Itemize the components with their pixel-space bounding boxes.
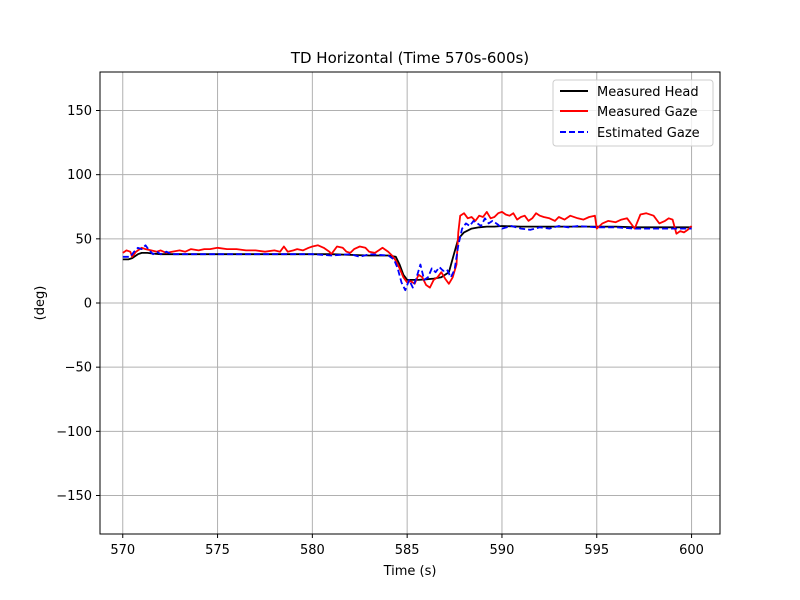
series-layer bbox=[122, 210, 693, 292]
x-tick-label: 580 bbox=[300, 543, 325, 558]
legend-label-estimated-gaze: Estimated Gaze bbox=[597, 126, 700, 141]
x-tick-label: 600 bbox=[679, 543, 704, 558]
series-line-measured-gaze bbox=[122, 210, 693, 289]
y-tick-label: −100 bbox=[56, 425, 92, 440]
grid bbox=[100, 72, 720, 534]
x-tick-label: 570 bbox=[110, 543, 135, 558]
x-tick-label: 575 bbox=[205, 543, 230, 558]
y-tick-label: 0 bbox=[84, 297, 92, 312]
y-tick-label: 150 bbox=[67, 104, 92, 119]
chart-title: TD Horizontal (Time 570s-600s) bbox=[290, 49, 529, 67]
y-tick-label: −50 bbox=[65, 361, 92, 376]
x-tick-label: 585 bbox=[395, 543, 420, 558]
y-tick-label: 50 bbox=[75, 232, 92, 247]
ticks: 570 575 580 585 590 595 600 −150 −100 −50 0 50 100 15… bbox=[56, 104, 704, 558]
legend-box bbox=[552, 79, 714, 147]
y-tick-label: −150 bbox=[56, 489, 92, 504]
x-axis-label: Time (s) bbox=[383, 564, 437, 579]
legend-label-measured-gaze: Measured Gaze bbox=[597, 105, 698, 120]
legend-label-measured-head: Measured Head bbox=[597, 85, 699, 100]
y-tick-label: 100 bbox=[67, 168, 92, 183]
y-axis-label: (deg) bbox=[33, 286, 48, 321]
x-tick-label: 595 bbox=[584, 543, 609, 558]
legend: Measured Head Measured Gaze Estimated Ga… bbox=[552, 79, 714, 147]
x-tick-label: 590 bbox=[490, 543, 515, 558]
series-line-estimated-gaze bbox=[122, 217, 692, 292]
